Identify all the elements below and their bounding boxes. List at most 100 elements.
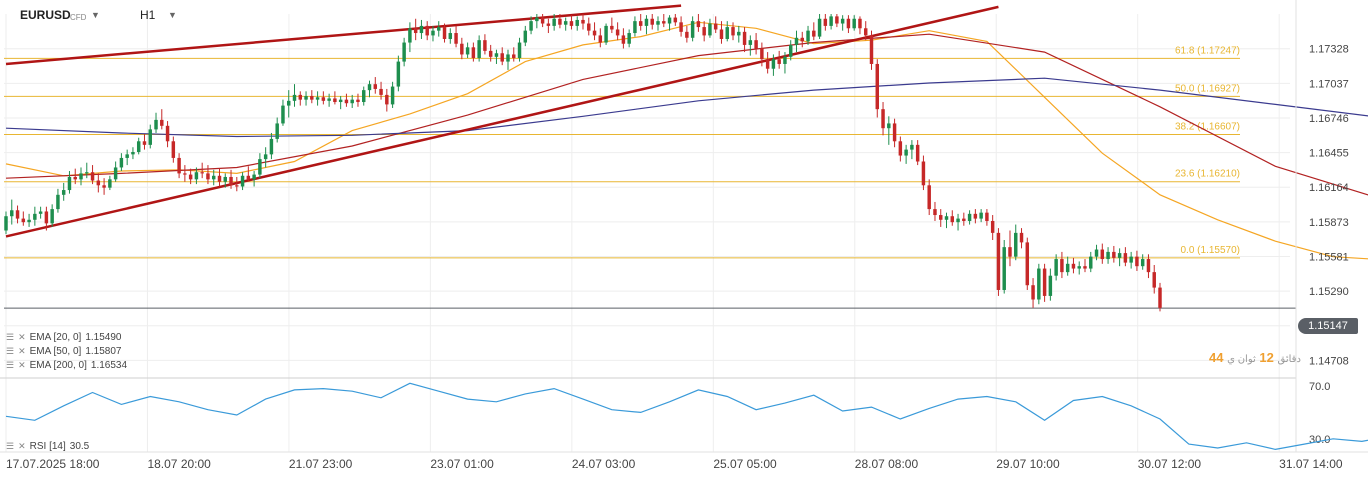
candle <box>206 165 210 185</box>
candle-body <box>748 40 753 45</box>
candle-body <box>990 220 995 233</box>
candle-body <box>171 141 176 158</box>
candle <box>333 91 337 105</box>
candle <box>1060 251 1064 279</box>
candle-body <box>933 209 937 216</box>
candle-body <box>165 125 170 142</box>
candle <box>950 210 955 226</box>
candle-body <box>483 40 487 51</box>
candle <box>783 52 787 74</box>
candle-body <box>644 18 649 26</box>
candle-body <box>1094 249 1099 257</box>
candle <box>771 54 776 76</box>
candle <box>160 109 164 130</box>
candle-body <box>898 141 903 156</box>
candle-body <box>979 212 983 219</box>
candle-body <box>1083 266 1087 269</box>
candle-body <box>904 149 908 156</box>
candle <box>921 155 926 191</box>
price-tick-label: 1.16164 <box>1309 182 1349 194</box>
fib-level-label: 38.2 (1.16607) <box>1175 122 1240 133</box>
time-tick-label: 24.07 03:00 <box>572 457 636 471</box>
time-tick-label: 18.07 20:00 <box>147 457 211 471</box>
candle-body <box>1100 249 1105 260</box>
candle-body <box>690 21 695 38</box>
candle-body <box>771 59 776 69</box>
candle-body <box>437 27 441 31</box>
candle <box>563 17 568 31</box>
candle-body <box>50 209 54 224</box>
candle <box>56 188 60 213</box>
candle-body <box>373 84 378 89</box>
candle-body <box>488 50 493 57</box>
candle <box>373 77 378 94</box>
candle <box>500 47 504 66</box>
ema20-line <box>5 21 1368 260</box>
ema-lines <box>5 21 1368 260</box>
close-icon[interactable]: ✕ <box>18 332 26 342</box>
candle-body <box>15 210 20 219</box>
fib-level-label: 61.8 (1.17247) <box>1175 45 1240 56</box>
candle-body <box>425 25 429 36</box>
legend-ema20[interactable]: ☰ ✕ EMA [20, 0] 1.15490 <box>6 332 121 343</box>
timeframe-dropdown-icon[interactable]: ▼ <box>168 10 177 20</box>
close-icon[interactable]: ✕ <box>18 360 26 370</box>
candle <box>102 178 106 195</box>
candle <box>956 213 960 231</box>
candle-body <box>863 28 868 36</box>
settings-icon[interactable]: ☰ <box>6 332 15 342</box>
candle <box>662 14 666 28</box>
legend-ema20-label: EMA [20, 0] <box>29 332 82 343</box>
candle <box>419 19 424 39</box>
trendlines <box>5 4 999 238</box>
candle-body <box>777 59 781 64</box>
candle <box>1048 268 1053 301</box>
candle-body <box>708 23 712 36</box>
candle-body <box>38 211 43 214</box>
candle-body <box>477 40 481 59</box>
close-icon[interactable]: ✕ <box>18 346 26 356</box>
candle <box>385 88 389 112</box>
symbol-dropdown-icon[interactable]: ▼ <box>91 10 100 20</box>
settings-icon[interactable]: ☰ <box>6 346 15 356</box>
candle-body <box>131 151 135 155</box>
candle <box>1008 230 1012 267</box>
legend-rsi[interactable]: ☰ ✕ RSI [14] 30.5 <box>6 441 89 452</box>
candle <box>546 18 551 34</box>
candle <box>1071 257 1076 274</box>
candle <box>979 209 983 223</box>
candle-body <box>535 17 539 22</box>
candle <box>927 179 931 216</box>
candle-body <box>679 22 683 32</box>
settings-icon[interactable]: ☰ <box>6 360 15 370</box>
candle-body <box>235 185 239 187</box>
close-icon[interactable]: ✕ <box>18 441 26 451</box>
candle <box>788 40 793 61</box>
candle-body <box>910 144 914 150</box>
candle <box>1014 224 1018 261</box>
candle-body <box>1065 263 1070 273</box>
candle-body <box>615 29 620 36</box>
candle <box>679 16 683 37</box>
candle-body <box>431 30 435 36</box>
symbol-name[interactable]: EURUSD <box>20 8 71 22</box>
settings-icon[interactable]: ☰ <box>6 441 15 451</box>
timeframe-selector[interactable]: H1 <box>140 8 156 22</box>
candle-body <box>56 194 60 210</box>
candle-body <box>1123 253 1128 263</box>
candle-body <box>1117 253 1122 258</box>
candle <box>217 168 222 187</box>
legend-ema50[interactable]: ☰ ✕ EMA [50, 0] 1.15807 <box>6 346 121 357</box>
candle <box>194 167 199 185</box>
time-tick-label: 29.07 10:00 <box>996 457 1060 471</box>
candle-body <box>563 21 568 25</box>
legend-ema200[interactable]: ☰ ✕ EMA [200, 0] 1.16534 <box>6 360 127 371</box>
candle <box>211 169 216 186</box>
candle <box>1054 254 1058 281</box>
candle <box>223 173 227 188</box>
candle-body <box>350 99 354 104</box>
countdown-minutes: 44 <box>1209 350 1224 365</box>
candle <box>760 42 764 67</box>
candle-body <box>1054 259 1058 276</box>
